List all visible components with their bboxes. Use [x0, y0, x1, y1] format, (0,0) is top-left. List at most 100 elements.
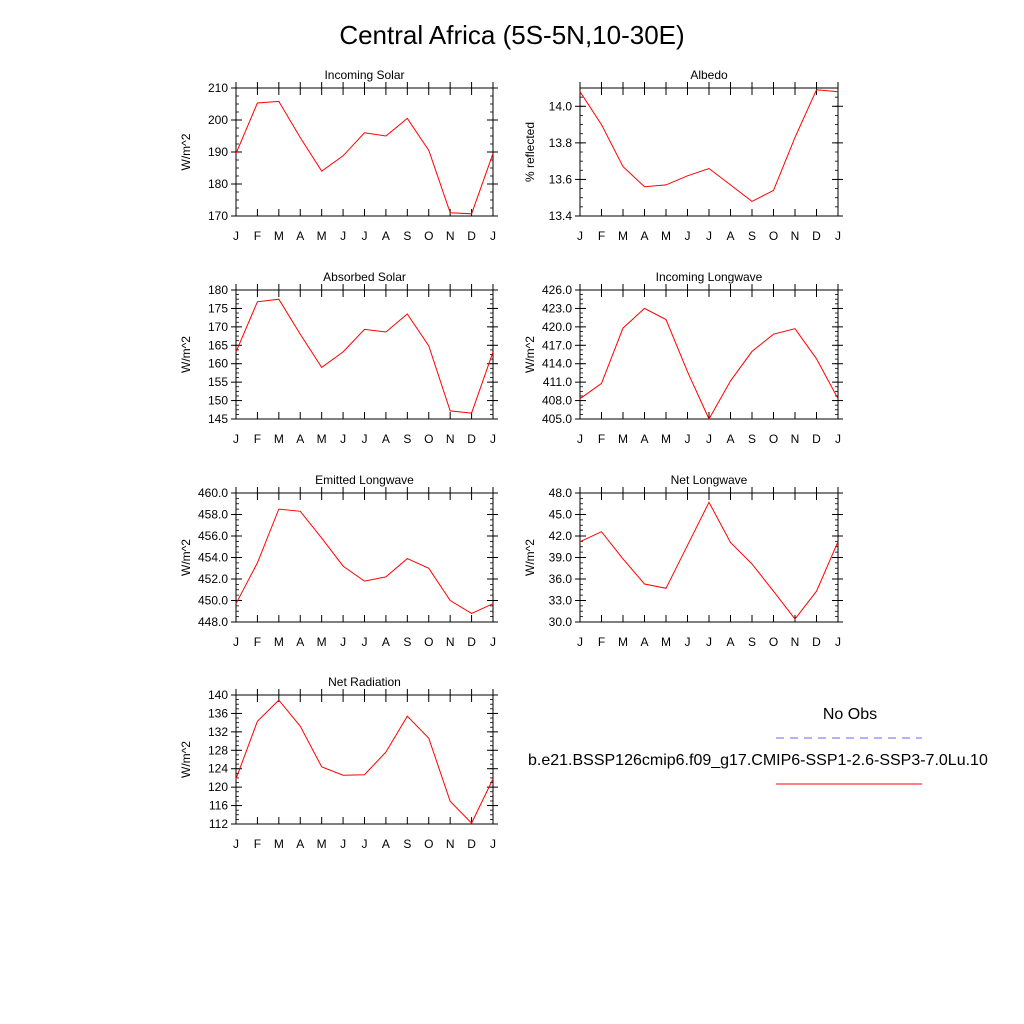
- x-tick-label: O: [424, 432, 433, 446]
- x-tick-label: J: [233, 635, 239, 649]
- x-tick-label: A: [296, 229, 304, 243]
- x-tick-label: J: [577, 432, 583, 446]
- y-tick-label: 30.0: [549, 615, 573, 629]
- x-tick-label: O: [769, 432, 778, 446]
- y-tick-label: 180: [208, 177, 228, 191]
- x-tick-label: D: [467, 432, 476, 446]
- x-tick-label: S: [748, 432, 756, 446]
- y-tick-label: 36.0: [549, 572, 573, 586]
- y-tick-label: 408.0: [542, 394, 572, 408]
- x-tick-label: F: [254, 229, 261, 243]
- y-tick-label: 150: [208, 394, 228, 408]
- chart-title: Emitted Longwave: [315, 473, 414, 487]
- y-tick-label: 136: [208, 706, 228, 720]
- chart-title: Incoming Longwave: [656, 270, 763, 284]
- x-tick-label: J: [362, 837, 368, 851]
- x-tick-label: M: [274, 432, 284, 446]
- y-tick-label: 33.0: [549, 594, 573, 608]
- y-tick-label: 426.0: [542, 283, 572, 297]
- x-tick-label: A: [726, 432, 734, 446]
- series-line: [579, 89, 839, 202]
- y-axis-label: W/m^2: [523, 539, 537, 576]
- x-tick-label: J: [340, 635, 346, 649]
- y-tick-label: 165: [208, 338, 228, 352]
- x-tick-label: M: [317, 432, 327, 446]
- x-tick-label: J: [340, 432, 346, 446]
- x-tick-label: J: [706, 229, 712, 243]
- x-tick-label: F: [598, 432, 605, 446]
- series-line: [235, 298, 494, 414]
- x-tick-label: M: [274, 635, 284, 649]
- y-tick-label: 414.0: [542, 357, 572, 371]
- x-tick-label: F: [598, 229, 605, 243]
- x-tick-label: F: [254, 635, 261, 649]
- y-tick-label: 454.0: [198, 551, 228, 565]
- x-tick-label: A: [640, 432, 648, 446]
- x-tick-label: J: [233, 229, 239, 243]
- chart-title: Albedo: [690, 68, 728, 82]
- x-tick-label: M: [317, 635, 327, 649]
- x-tick-label: A: [726, 229, 734, 243]
- chart-title: Absorbed Solar: [323, 270, 406, 284]
- x-tick-label: S: [748, 229, 756, 243]
- x-tick-label: J: [490, 432, 496, 446]
- x-tick-label: D: [467, 635, 476, 649]
- x-tick-label: M: [618, 229, 628, 243]
- x-tick-label: J: [706, 432, 712, 446]
- y-tick-label: 170: [208, 209, 228, 223]
- chart-title: Net Longwave: [671, 473, 748, 487]
- y-tick-label: 170: [208, 320, 228, 334]
- y-tick-label: 48.0: [549, 486, 573, 500]
- x-tick-label: D: [812, 229, 821, 243]
- legend-case-line: [776, 783, 922, 785]
- x-tick-label: A: [296, 837, 304, 851]
- x-tick-label: A: [296, 635, 304, 649]
- x-tick-label: M: [618, 432, 628, 446]
- y-tick-label: 112: [209, 817, 228, 831]
- y-tick-label: 460.0: [198, 486, 228, 500]
- series-line: [579, 307, 839, 421]
- y-tick-label: 405.0: [542, 412, 572, 426]
- y-axis-label: W/m^2: [523, 336, 537, 373]
- y-tick-label: 420.0: [542, 320, 572, 334]
- plot-frame: [579, 492, 839, 623]
- y-tick-label: 417.0: [542, 338, 572, 352]
- y-tick-label: 456.0: [198, 529, 228, 543]
- x-tick-label: F: [254, 432, 261, 446]
- x-tick-label: S: [403, 432, 411, 446]
- x-tick-label: F: [598, 635, 605, 649]
- y-tick-label: 42.0: [549, 529, 573, 543]
- x-tick-label: S: [403, 229, 411, 243]
- x-tick-label: J: [340, 229, 346, 243]
- x-tick-label: J: [362, 229, 368, 243]
- y-tick-label: 160: [208, 357, 228, 371]
- x-tick-label: J: [362, 635, 368, 649]
- x-tick-label: J: [835, 635, 841, 649]
- x-tick-label: A: [382, 432, 390, 446]
- x-tick-label: A: [726, 635, 734, 649]
- x-tick-label: A: [382, 229, 390, 243]
- x-tick-label: A: [296, 432, 304, 446]
- y-tick-label: 13.6: [549, 172, 573, 186]
- x-tick-label: J: [490, 229, 496, 243]
- legend-case-label: b.e21.BSSP126cmip6.f09_g17.CMIP6-SSP1-2.…: [528, 752, 988, 769]
- series-line: [235, 699, 494, 824]
- x-tick-label: M: [317, 229, 327, 243]
- x-tick-label: N: [446, 229, 455, 243]
- y-tick-label: 458.0: [198, 508, 228, 522]
- y-tick-label: 200: [208, 113, 228, 127]
- x-tick-label: J: [233, 837, 239, 851]
- x-tick-label: S: [748, 635, 756, 649]
- x-tick-label: M: [661, 229, 671, 243]
- x-tick-label: D: [812, 432, 821, 446]
- y-tick-label: 132: [208, 725, 228, 739]
- plot-frame: [235, 694, 494, 825]
- x-tick-label: N: [791, 229, 800, 243]
- y-tick-label: 145: [208, 412, 228, 426]
- x-tick-label: J: [835, 432, 841, 446]
- x-tick-label: D: [467, 837, 476, 851]
- x-tick-label: O: [769, 635, 778, 649]
- y-tick-label: 175: [208, 301, 228, 315]
